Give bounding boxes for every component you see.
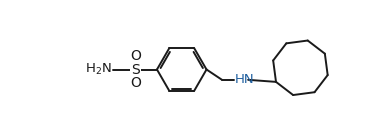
- Text: H$_2$N: H$_2$N: [85, 62, 111, 77]
- Text: O: O: [130, 49, 141, 63]
- Text: O: O: [130, 76, 141, 90]
- Text: S: S: [131, 63, 140, 76]
- Text: HN: HN: [235, 73, 255, 86]
